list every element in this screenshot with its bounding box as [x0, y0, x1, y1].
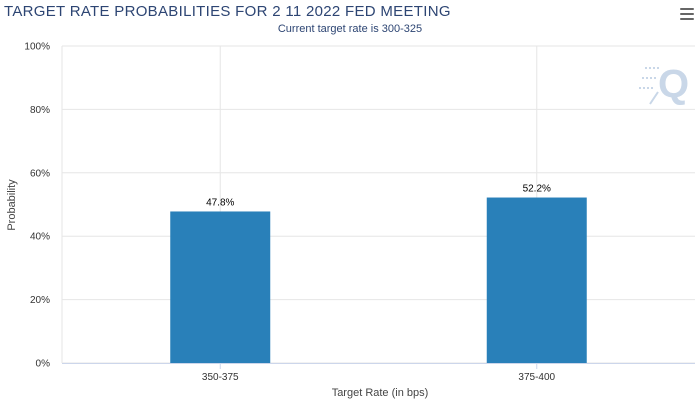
data-label: 47.8%	[206, 197, 234, 208]
data-labels: 47.8% 52.2%	[206, 184, 551, 209]
y-tick-label: 40%	[30, 232, 50, 243]
bar-375-400[interactable]	[486, 197, 587, 363]
y-tick-label: 80%	[30, 105, 50, 116]
y-tick-label: 100%	[24, 42, 50, 53]
x-axis-ticks: 350-375 375-400	[202, 363, 556, 383]
bar-350-375[interactable]	[170, 211, 271, 363]
bars	[170, 197, 587, 363]
chart-title: TARGET RATE PROBABILITIES FOR 2 11 2022 …	[4, 3, 451, 20]
chart-subtitle: Current target rate is 300-325	[277, 23, 423, 35]
y-tick-label: 0%	[36, 359, 51, 370]
y-tick-label: 60%	[30, 168, 50, 179]
svg-text:Q: Q	[658, 62, 689, 106]
x-tick-label: 350-375	[202, 372, 239, 383]
x-axis-title: Target Rate (in bps)	[332, 387, 429, 399]
data-label: 52.2%	[523, 184, 551, 195]
x-tick-label: 375-400	[518, 372, 555, 383]
q-logo-icon: Q	[639, 62, 689, 106]
grid-lines	[61, 45, 695, 364]
y-tick-label: 20%	[30, 295, 50, 306]
y-axis-title: Probability	[6, 179, 18, 231]
y-axis-ticks: 0% 20% 40% 60% 80% 100%	[24, 42, 50, 370]
hamburger-menu-icon[interactable]	[680, 8, 694, 20]
